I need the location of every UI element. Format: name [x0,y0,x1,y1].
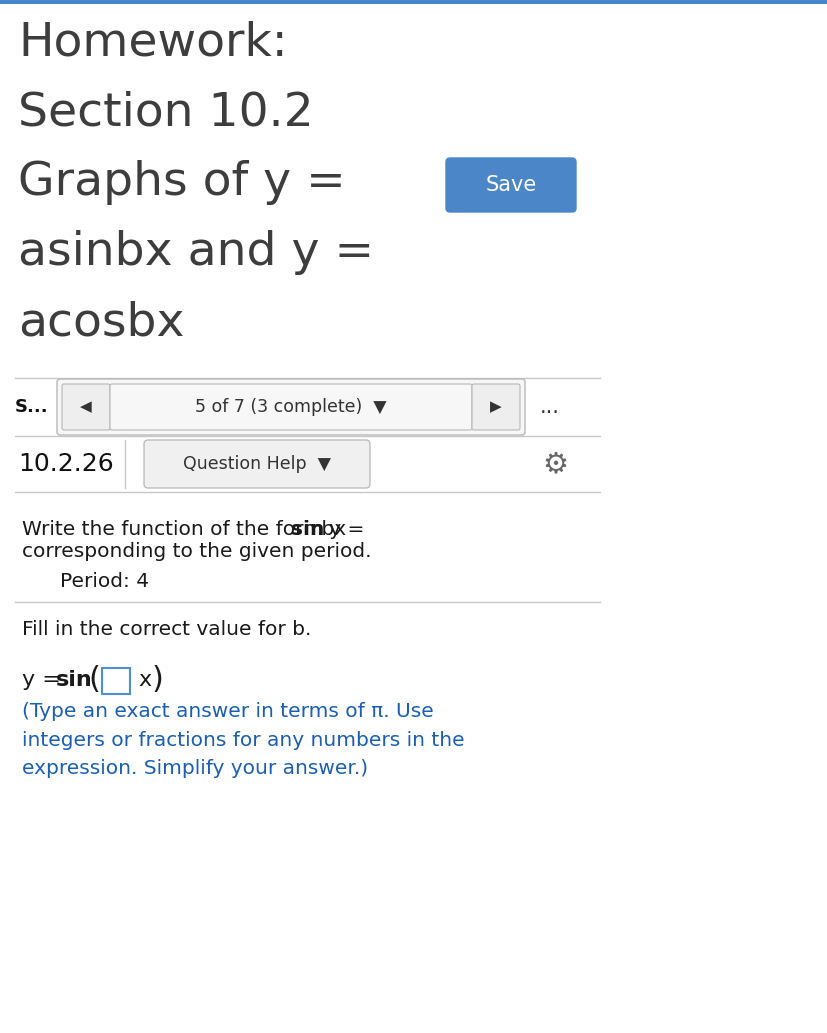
Text: Homework:: Homework: [18,20,287,65]
Text: 10.2.26: 10.2.26 [18,452,113,476]
Text: Save: Save [485,175,536,195]
FancyBboxPatch shape [446,158,576,212]
Text: ⚙: ⚙ [542,450,567,478]
Text: (Type an exact answer in terms of π. Use
integers or fractions for any numbers i: (Type an exact answer in terms of π. Use… [22,702,464,779]
Text: y =: y = [22,670,68,690]
Text: sin: sin [56,670,93,690]
Text: ◀: ◀ [80,400,92,414]
Text: Period: 4: Period: 4 [60,572,149,591]
Text: ): ) [152,665,164,694]
FancyBboxPatch shape [110,384,471,430]
Text: sin: sin [290,520,324,539]
FancyBboxPatch shape [471,384,519,430]
Text: Question Help  ▼: Question Help ▼ [183,455,331,473]
Text: Section 10.2: Section 10.2 [18,90,313,135]
Text: bx: bx [314,520,346,539]
Text: acosbx: acosbx [18,300,184,345]
Text: corresponding to the given period.: corresponding to the given period. [22,542,371,561]
FancyBboxPatch shape [144,440,370,488]
Text: ▶: ▶ [490,400,501,414]
Text: Write the function of the form y =: Write the function of the form y = [22,520,370,539]
Text: 5 of 7 (3 complete)  ▼: 5 of 7 (3 complete) ▼ [195,398,386,416]
Bar [0,0,827,4]
Text: ...: ... [539,397,559,417]
FancyBboxPatch shape [57,379,524,435]
Text: asinbx and y =: asinbx and y = [18,230,374,275]
Text: x: x [138,670,151,690]
Text: Graphs of y =: Graphs of y = [18,160,346,205]
Text: S...: S... [15,398,49,416]
Text: Fill in the correct value for b.: Fill in the correct value for b. [22,620,311,639]
Text: (: ( [88,665,100,694]
FancyBboxPatch shape [62,384,110,430]
FancyBboxPatch shape [102,668,130,694]
